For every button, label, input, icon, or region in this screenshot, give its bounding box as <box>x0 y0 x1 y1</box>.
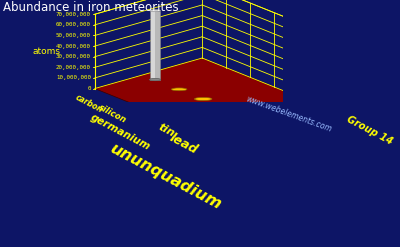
Text: 70,000,000: 70,000,000 <box>56 12 91 17</box>
Ellipse shape <box>194 97 212 101</box>
Text: germanium: germanium <box>89 112 152 152</box>
Text: atoms: atoms <box>33 47 61 56</box>
Text: carbon: carbon <box>74 93 104 115</box>
Text: silicon: silicon <box>97 103 128 125</box>
Text: 50,000,000: 50,000,000 <box>56 33 91 38</box>
Ellipse shape <box>150 79 161 81</box>
Text: lead: lead <box>167 132 200 157</box>
Bar <box>150 11 160 80</box>
Text: 60,000,000: 60,000,000 <box>56 22 91 27</box>
Text: ununquadium: ununquadium <box>108 141 224 213</box>
Ellipse shape <box>171 88 187 91</box>
Text: 30,000,000: 30,000,000 <box>56 54 91 59</box>
Ellipse shape <box>241 117 262 120</box>
Text: 40,000,000: 40,000,000 <box>56 43 91 49</box>
Ellipse shape <box>150 10 160 12</box>
Text: 10,000,000: 10,000,000 <box>56 75 91 81</box>
Ellipse shape <box>150 79 160 81</box>
Text: 20,000,000: 20,000,000 <box>56 65 91 70</box>
Bar <box>151 11 155 80</box>
Text: Abundance in iron meteorites: Abundance in iron meteorites <box>3 1 178 14</box>
Polygon shape <box>95 58 346 146</box>
Text: www.webelements.com: www.webelements.com <box>244 94 333 134</box>
Text: 0: 0 <box>88 86 91 91</box>
Ellipse shape <box>218 107 237 110</box>
Text: Group 14: Group 14 <box>345 114 394 147</box>
Ellipse shape <box>264 126 286 130</box>
Text: tin: tin <box>156 122 176 139</box>
